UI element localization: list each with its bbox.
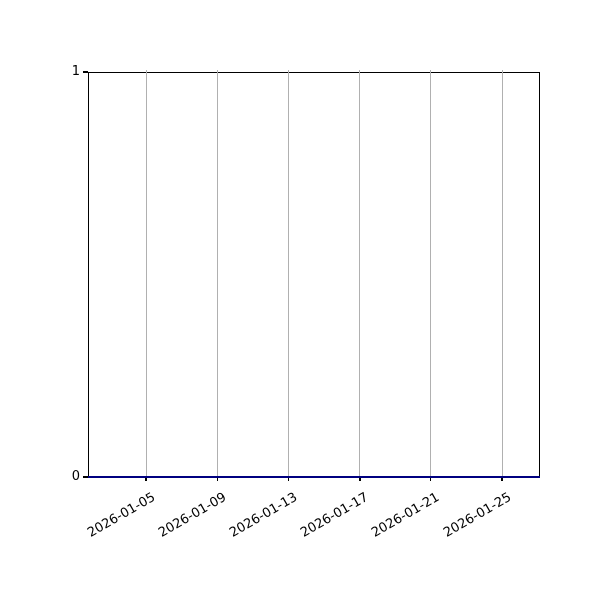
x-tick-label: 2026-01-25 (440, 490, 514, 541)
x-tick-label: 2026-01-05 (84, 490, 158, 541)
x-tick-mark (145, 477, 147, 481)
y-tick-mark (83, 476, 88, 478)
x-tick-mark (501, 477, 503, 481)
y-tick-label: 1 (71, 64, 80, 79)
x-gridline (430, 70, 432, 476)
x-gridline (359, 70, 361, 476)
zero-value-data-line (88, 475, 540, 478)
x-gridline (145, 70, 147, 476)
x-tick-label: 2026-01-13 (226, 490, 300, 541)
x-tick-label: 2026-01-21 (369, 490, 443, 541)
y-tick-label: 0 (71, 469, 80, 484)
x-tick-mark (429, 477, 432, 481)
x-tick-mark (359, 477, 361, 481)
x-gridline (216, 70, 218, 476)
x-tick-mark (216, 477, 219, 481)
x-gridline (287, 70, 289, 476)
y-tick-mark (83, 71, 88, 73)
x-tick-label: 2026-01-17 (298, 490, 372, 541)
x-gridline (501, 70, 503, 476)
x-tick-label: 2026-01-09 (156, 490, 229, 541)
x-tick-mark (287, 477, 290, 481)
plot-area (88, 70, 540, 478)
